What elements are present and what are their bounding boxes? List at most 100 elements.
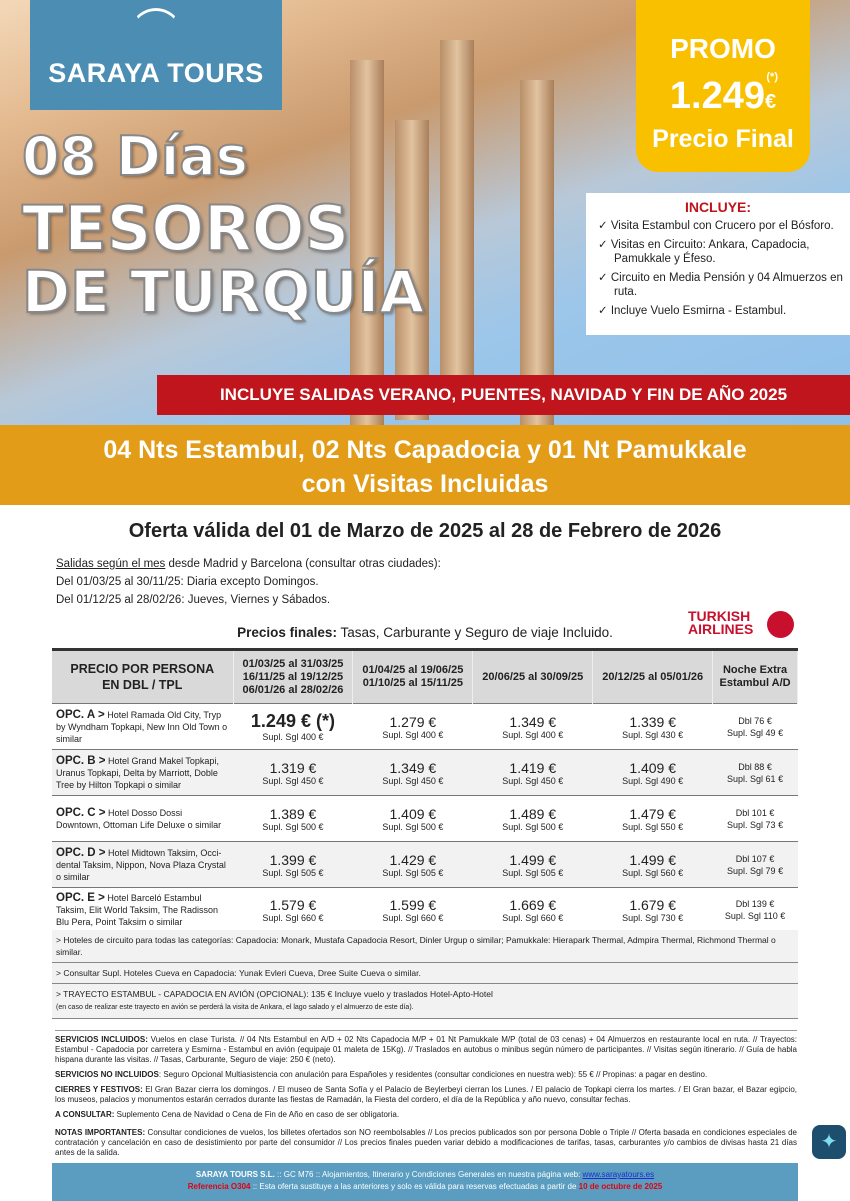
price-cell: 1.389 € Supl. Sgl 500 € [233, 795, 353, 842]
itinerary-line-1: 04 Nts Estambul, 02 Nts Capadocia y 01 N… [103, 436, 747, 464]
single-supplement: Supl. Sgl 500 € [262, 821, 324, 832]
single-supplement: Supl. Sgl 660 € [382, 913, 444, 923]
price: 1.499 € [509, 851, 557, 868]
price: 1.679 € [629, 897, 677, 913]
promo-price: 1.249 [669, 75, 765, 117]
single-supplement: Supl. Sgl 450 € [502, 775, 564, 786]
price-cell: 1.479 € Supl. Sgl 550 € [592, 795, 713, 842]
footer: SARAYA TOURS S.L. :: GC M76 :: Alojamien… [52, 1163, 798, 1201]
price-cell: 1.339 € Supl. Sgl 430 € [592, 703, 713, 750]
hotel-option: OPC. E > Hotel Barceló Estambul Taksim, … [52, 887, 233, 935]
saraya-tours-logo: ⌒ SARAYA TOURS [30, 0, 282, 110]
hero-title-2: DE TURQUÍA [21, 257, 425, 327]
column-header: 20/12/25 al 05/01/26 [592, 648, 714, 704]
price: 1.419 € [509, 759, 557, 776]
single-supplement: Supl. Sgl 505 € [382, 867, 444, 878]
service-paragraph: SERVICIOS INCLUIDOS: Vuelos en clase Tur… [55, 1035, 798, 1064]
turkish-airlines-logo: TURKISH AIRLINES [688, 609, 798, 640]
include-item: ✓ Incluye Vuelo Esmirna - Estambul. [598, 305, 787, 317]
table-row: OPC. C > Hotel Dosso Dossi Downtown, Ott… [52, 795, 798, 842]
check-icon: ✓ [598, 220, 608, 232]
hero-title-1: TESOROS [21, 191, 350, 266]
single-supplement: Supl. Sgl 400 € [382, 729, 444, 740]
price-cell: 1.349 € Supl. Sgl 450 € [352, 749, 473, 796]
price: 1.669 € [509, 897, 557, 913]
column-header: PRECIO POR PERSONA EN DBL / TPL [52, 648, 234, 704]
include-item: ✓ Circuito en Media Pensión y 04 Almuerz… [598, 272, 843, 298]
check-icon: ✓ [598, 239, 608, 251]
price: 1.429 € [389, 851, 437, 868]
departures-banner: INCLUYE SALIDAS VERANO, PUENTES, NAVIDAD… [157, 375, 850, 415]
prices-note: Precios finales: Tasas, Carburante y Seg… [237, 625, 613, 640]
chat-widget-icon[interactable]: ✦ [812, 1125, 846, 1159]
promo-currency: € [764, 91, 777, 113]
website-link[interactable]: www.sarayatours.es [582, 1170, 655, 1179]
note-circuit-hotels: > Hoteles de circuito para todas las cat… [52, 930, 798, 963]
extra-night-cell: Dbl 76 € Supl. Sgl 49 € [712, 703, 798, 750]
single-supplement: Supl. Sgl 505 € [502, 867, 564, 878]
extra-night-cell: Dbl 107 € Supl. Sgl 79 € [712, 841, 798, 888]
price-cell: 1.409 € Supl. Sgl 490 € [592, 749, 713, 796]
extra-night-cell: Dbl 88 € Supl. Sgl 61 € [712, 749, 798, 796]
single-supplement: Supl. Sgl 660 € [502, 913, 564, 923]
promo-box: PROMO (*) 1.249€ Precio Final [636, 0, 810, 172]
extra-night-cell: Dbl 139 € Supl. Sgl 110 € [712, 887, 798, 935]
table-row: OPC. B > Hotel Grand Makel Topkapi, Uran… [52, 749, 798, 796]
service-paragraph: A CONSULTAR: Suplemento Cena de Navidad … [55, 1110, 400, 1119]
column-header: 20/06/25 al 30/09/25 [472, 648, 594, 704]
hotel-option: OPC. D > Hotel Midtown Taksim, Occi-dent… [52, 841, 233, 888]
single-supplement: Supl. Sgl 500 € [382, 821, 444, 832]
check-icon: ✓ [598, 272, 608, 284]
promo-label: PROMO [670, 33, 776, 64]
extra-night-cell: Dbl 101 € Supl. Sgl 73 € [712, 795, 798, 842]
price: 1.409 € [629, 759, 677, 776]
price: 1.389 € [269, 805, 317, 822]
price-cell: 1.279 € Supl. Sgl 400 € [352, 703, 473, 750]
price-cell: 1.349 € Supl. Sgl 400 € [472, 703, 593, 750]
validity-title: Oferta válida del 01 de Marzo de 2025 al… [128, 520, 722, 542]
single-supplement: Supl. Sgl 505 € [262, 867, 324, 878]
logo-arch-icon: ⌒ [136, 7, 176, 51]
hotel-notes: > Hoteles de circuito para todas las cat… [52, 930, 798, 1019]
column-header: 01/04/25 al 19/06/25 01/10/25 al 15/11/2… [352, 648, 474, 704]
check-icon: ✓ [598, 305, 608, 317]
price: 1.399 € [269, 851, 317, 868]
price: 1.279 € [389, 713, 437, 730]
hotel-option: OPC. C > Hotel Dosso Dossi Downtown, Ott… [52, 795, 233, 842]
price-cell: 1.499 € Supl. Sgl 560 € [592, 841, 713, 888]
price-cell: 1.579 € Supl. Sgl 660 € [233, 887, 353, 935]
price-cell: 1.319 € Supl. Sgl 450 € [233, 749, 353, 796]
price-cell: 1.499 € Supl. Sgl 505 € [472, 841, 593, 888]
price: 1.349 € [389, 759, 437, 776]
single-supplement: Supl. Sgl 490 € [622, 775, 684, 786]
promo-asterisk: (*) [766, 71, 778, 83]
services-conditions: SERVICIOS INCLUIDOS: Vuelos en clase Tur… [55, 1030, 797, 1163]
includes-title: INCLUYE: [684, 199, 752, 215]
single-supplement: Supl. Sgl 430 € [622, 729, 684, 740]
includes-box: INCLUYE: ✓ Visita Estambul con Crucero p… [586, 193, 850, 335]
hotel-option: OPC. B > Hotel Grand Makel Topkapi, Uran… [52, 749, 233, 796]
departures-link: Salidas según el mes [56, 558, 166, 570]
departure-line: Del 01/03/25 al 30/11/25: Diaria excepto… [56, 576, 319, 588]
hotel-option: OPC. A > Hotel Ramada Old City, Tryp by … [52, 703, 233, 750]
price-cell: 1.669 € Supl. Sgl 660 € [472, 887, 593, 935]
price: 1.319 € [269, 759, 317, 776]
single-supplement: Supl. Sgl 400 € [502, 729, 564, 740]
single-supplement: Supl. Sgl 450 € [382, 775, 444, 786]
departure-line: Del 01/12/25 al 28/02/26: Jueves, Vierne… [56, 594, 331, 606]
note-flight-option: > TRAYECTO ESTAMBUL - CAPADOCIA EN AVIÓN… [52, 984, 798, 1019]
include-item: ✓ Visitas en Circuito: Ankara, Capadocia… [598, 239, 810, 265]
itinerary-band: 04 Nts Estambul, 02 Nts Capadocia y 01 N… [0, 425, 850, 505]
departures-info: Salidas según el mes desde Madrid y Barc… [56, 555, 441, 609]
itinerary-line-2: con Visitas Incluidas [301, 470, 549, 498]
price: 1.409 € [389, 805, 437, 822]
table-row: OPC. A > Hotel Ramada Old City, Tryp by … [52, 703, 798, 750]
table-row: OPC. D > Hotel Midtown Taksim, Occi-dent… [52, 841, 798, 888]
column-header: 01/03/25 al 31/03/25 16/11/25 al 19/12/2… [233, 648, 354, 704]
note-cave-hotels: > Consultar Supl. Hoteles Cueva en Capad… [52, 963, 798, 984]
price-table: PRECIO POR PERSONA EN DBL / TPL 01/03/25 … [52, 648, 798, 935]
price-cell: 1.489 € Supl. Sgl 500 € [472, 795, 593, 842]
service-paragraph: NOTAS IMPORTANTES: Consultar condiciones… [55, 1128, 798, 1157]
column-header: Noche Extra Estambul A/D [712, 648, 798, 704]
single-supplement: Supl. Sgl 450 € [262, 775, 324, 786]
